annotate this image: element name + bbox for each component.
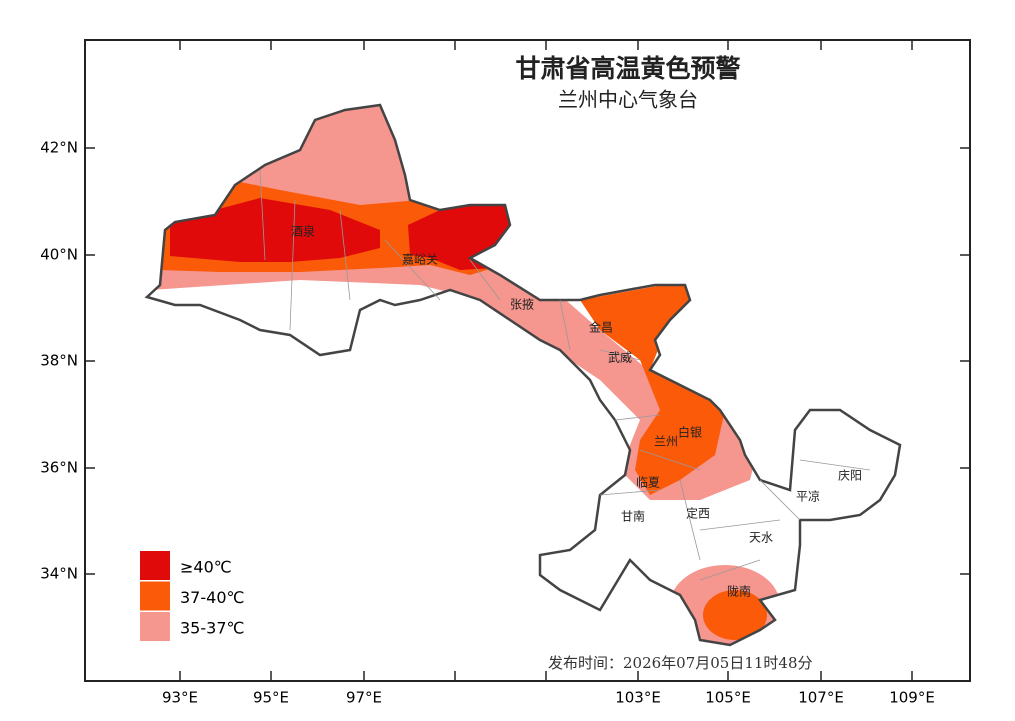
x-tick-label: 93°E [162,689,198,707]
city-label: 甘南 [621,509,645,524]
legend-swatch [140,581,170,611]
zone-40 [170,198,380,262]
city-label: 嘉峪关 [402,253,438,267]
city-label: 天水 [749,531,773,545]
city-label: 陇南 [727,584,751,599]
x-tick-label: 109°E [889,689,935,707]
legend-swatch [140,551,170,580]
publish-time: 发布时间：2026年07月05日11时48分 [548,654,813,672]
city-label: 张掖 [510,298,534,312]
legend-swatch [140,612,170,641]
y-tick-label: 40°N [40,246,78,264]
x-tick-label: 103°E [615,689,661,707]
city-label: 兰州 [654,435,678,449]
city-label: 庆阳 [838,469,862,483]
legend-label: 37-40℃ [180,588,244,607]
city-label: 临夏 [636,476,660,490]
city-label: 酒泉 [291,225,315,239]
x-tick-label: 105°E [705,689,751,707]
zone-37-40 [580,280,725,495]
x-tick-label: 107°E [798,689,844,707]
map-frame [84,39,971,682]
hazard-zones [150,105,780,645]
city-label: 平凉 [796,489,820,504]
y-tick-label: 36°N [40,459,78,477]
x-tick-label: 97°E [346,689,382,707]
county-borders [259,169,871,581]
subtitle: 兰州中心气象台 [558,88,698,112]
city-label: 白银 [678,425,702,440]
title: 甘肃省高温黄色预警 [515,54,740,83]
y-tick-label: 42°N [40,139,78,157]
zone-37-40 [703,590,767,640]
legend-label: ≥40℃ [180,558,232,577]
city-label: 武威 [608,351,632,365]
y-tick-label: 34°N [40,565,78,583]
x-tick-label: 95°E [253,689,289,707]
city-label: 定西 [686,506,710,521]
legend-label: 35-37℃ [180,619,244,638]
y-tick-label: 38°N [40,352,78,370]
city-label: 金昌 [589,320,613,335]
